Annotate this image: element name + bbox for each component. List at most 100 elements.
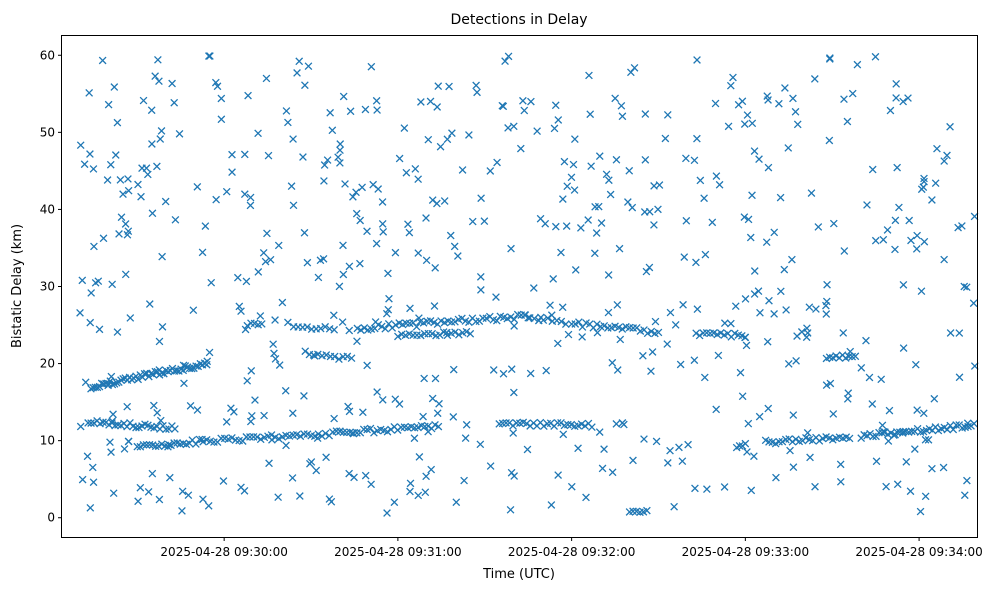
detection-point	[613, 366, 622, 374]
detection-point	[741, 439, 750, 448]
detection-point	[567, 482, 576, 491]
detection-point	[170, 98, 179, 107]
detection-point	[742, 341, 751, 350]
detection-point	[776, 193, 785, 202]
detection-point	[424, 427, 432, 436]
detection-point	[690, 156, 699, 165]
detection-point	[378, 198, 387, 206]
detection-point	[320, 177, 328, 185]
detection-point	[811, 482, 819, 491]
detection-point	[120, 445, 129, 453]
detection-point	[107, 372, 116, 381]
detection-point	[428, 394, 437, 403]
detection-point	[422, 256, 431, 265]
detection-point	[109, 489, 118, 498]
detection-point	[186, 401, 195, 410]
detection-point	[412, 322, 421, 331]
detection-point	[282, 107, 291, 115]
detection-point	[405, 228, 414, 237]
detection-point	[222, 418, 231, 426]
detection-point	[764, 163, 773, 172]
detection-point	[162, 425, 170, 434]
detection-point	[336, 140, 345, 148]
detection-point	[415, 453, 424, 461]
detection-point	[446, 231, 455, 240]
detection-point	[845, 434, 854, 443]
detection-point	[550, 124, 559, 133]
detection-point	[509, 122, 518, 131]
detection-point	[123, 402, 132, 411]
detection-point	[361, 471, 370, 480]
detection-point	[356, 216, 365, 225]
detection-point	[87, 384, 95, 393]
detection-point	[377, 322, 386, 331]
detection-point	[746, 233, 755, 242]
detection-point	[772, 473, 780, 482]
detection-point	[143, 170, 152, 179]
detection-point	[553, 339, 562, 348]
detection-point	[339, 241, 347, 250]
detection-point	[891, 216, 900, 225]
detection-point	[113, 328, 122, 336]
detection-point	[103, 176, 112, 184]
detection-point	[652, 437, 661, 446]
detection-point	[743, 111, 752, 119]
detection-point	[149, 401, 158, 410]
detection-point	[116, 176, 125, 184]
detection-point	[402, 319, 411, 328]
detection-point	[602, 170, 611, 179]
detection-point	[560, 157, 569, 166]
detection-point	[466, 329, 475, 338]
detection-point	[711, 99, 720, 108]
detection-point	[905, 216, 914, 225]
detection-point	[366, 424, 375, 433]
detection-point	[826, 379, 835, 388]
detection-point	[391, 395, 400, 404]
detection-point	[148, 209, 157, 218]
detection-point	[595, 152, 604, 161]
detection-point	[325, 495, 334, 503]
detection-point	[641, 155, 650, 164]
detection-point	[480, 217, 489, 226]
detection-point	[521, 311, 530, 319]
detection-point	[415, 314, 423, 322]
detection-point	[87, 419, 95, 427]
detection-point	[343, 352, 352, 361]
detection-point	[684, 440, 692, 449]
detection-point	[843, 117, 852, 126]
detection-point	[217, 434, 225, 443]
detection-point	[217, 94, 226, 103]
detection-point	[427, 465, 436, 474]
detection-point	[815, 437, 824, 445]
detection-point	[836, 477, 845, 486]
detection-point	[451, 328, 459, 337]
detection-point	[882, 482, 890, 491]
detection-point	[605, 176, 613, 185]
detection-point	[700, 373, 709, 382]
detection-point	[736, 368, 745, 377]
detection-point	[124, 175, 132, 183]
detection-point	[625, 166, 634, 175]
detection-point	[570, 186, 579, 194]
detection-point	[913, 406, 921, 414]
detection-point	[696, 176, 705, 185]
detection-point	[136, 483, 145, 492]
detection-point	[151, 72, 160, 81]
detection-point	[183, 363, 192, 372]
detection-point	[372, 96, 381, 105]
detection-point	[336, 159, 344, 167]
detection-point	[336, 146, 344, 155]
detection-point	[789, 463, 798, 472]
detection-point	[322, 351, 331, 359]
detection-point	[675, 443, 683, 452]
detection-point	[450, 242, 459, 251]
detection-point	[193, 183, 202, 191]
detection-point	[247, 411, 256, 420]
detection-point	[86, 318, 95, 327]
detection-point	[288, 474, 297, 482]
detection-point	[499, 369, 508, 378]
detection-point	[137, 192, 145, 201]
detection-point	[744, 419, 753, 428]
detection-point	[731, 302, 740, 311]
detection-point	[920, 177, 928, 186]
